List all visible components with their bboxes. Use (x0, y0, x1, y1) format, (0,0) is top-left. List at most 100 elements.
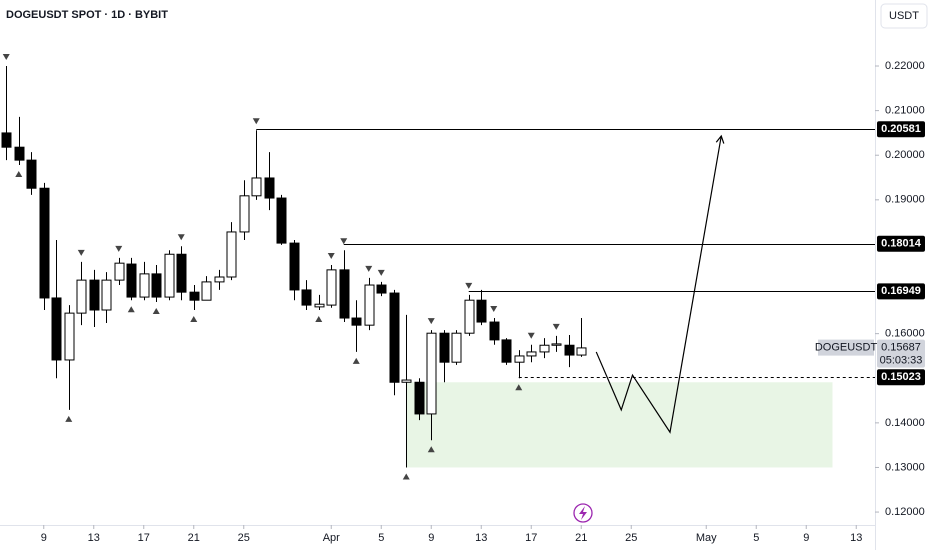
x-tick-label: 25 (238, 532, 250, 544)
marker-up (190, 316, 198, 323)
candle-body (401, 379, 412, 383)
marker-up (402, 473, 410, 480)
x-tick-label: Apr (323, 532, 340, 544)
event-bolt (579, 506, 587, 520)
candle-body (501, 339, 512, 363)
candle-body (414, 381, 425, 415)
candle-body (226, 231, 237, 278)
y-tick-label: 0.21000 (885, 105, 925, 117)
candle-body (539, 344, 550, 353)
x-tick-label: 21 (188, 532, 200, 544)
y-tick-label: 0.22000 (885, 60, 925, 72)
x-tick-label: 9 (428, 532, 434, 544)
candle-body (51, 297, 62, 361)
y-tick-label: 0.14000 (885, 417, 925, 429)
x-tick-label: 13 (850, 532, 862, 544)
marker-up (127, 306, 135, 313)
candle-body (551, 343, 562, 346)
candle-body (314, 303, 325, 308)
level-label-box (877, 121, 925, 138)
currency-button[interactable] (880, 3, 928, 29)
candle-body (76, 279, 87, 314)
candle-body (476, 299, 487, 323)
countdown-label: 05:03:33 (880, 355, 923, 367)
y-tick-label: 0.19000 (885, 194, 925, 206)
y-tick-label: 0.16000 (885, 328, 925, 340)
marker-down (552, 323, 560, 330)
x-tick-label: 13 (475, 532, 487, 544)
candle-body (26, 159, 37, 189)
marker-down (115, 245, 123, 252)
candle-body (451, 332, 462, 363)
candle-body (576, 347, 587, 356)
candle-body (439, 332, 450, 363)
target-zone (406, 382, 833, 468)
candle-body (64, 312, 75, 361)
marker-down (427, 318, 435, 325)
candle-body (164, 253, 175, 298)
candle-body (151, 273, 162, 298)
level-label: 0.20581 (881, 123, 921, 135)
marker-up (152, 307, 160, 314)
candle-body (1, 132, 12, 148)
candle-body (326, 269, 337, 306)
level-label: 0.15023 (881, 371, 921, 383)
marker-down (327, 252, 335, 259)
marker-up (352, 357, 360, 364)
candle-body (251, 177, 262, 197)
candle-body (351, 317, 362, 326)
projection-arrowhead (715, 134, 725, 144)
x-tick-label: 5 (753, 532, 759, 544)
x-tick-label: 5 (378, 532, 384, 544)
marker-down (252, 118, 260, 125)
candle-body (39, 187, 50, 299)
plot-area (1, 54, 875, 480)
marker-down (527, 332, 535, 339)
projection-line (595, 135, 722, 434)
y-tick-label: 0.12000 (885, 506, 925, 518)
marker-down (377, 269, 385, 276)
marker-down (2, 54, 10, 61)
x-tick-label: 21 (575, 532, 587, 544)
chart-title: DOGEUSDT SPOT · 1D · BYBIT (6, 9, 168, 21)
x-tick-label: 17 (138, 532, 150, 544)
last-price-label: 0.15687 (881, 342, 921, 354)
symbol-label: DOGEUSDT (815, 342, 878, 354)
level-label-box (877, 283, 925, 300)
marker-down (340, 238, 348, 245)
candle-body (214, 276, 225, 283)
currency-label[interactable]: USDT (889, 10, 919, 22)
x-tick-label: 9 (41, 532, 47, 544)
marker-up (65, 415, 73, 422)
candle-body (389, 292, 400, 383)
level-label: 0.16949 (881, 285, 921, 297)
candle-body (114, 262, 125, 281)
candle-body (489, 321, 500, 341)
candle-body (189, 291, 200, 301)
candle-body (289, 242, 300, 291)
marker-down (490, 306, 498, 313)
y-tick-label: 0.20000 (885, 149, 925, 161)
marker-down (177, 234, 185, 241)
candle-body (14, 146, 25, 161)
candle-body (564, 344, 575, 356)
candle-body (101, 279, 112, 311)
candle-body (176, 253, 187, 293)
marker-down (77, 249, 85, 256)
level-label-box (877, 235, 925, 252)
marker-up (427, 446, 435, 453)
x-tick-label: May (696, 532, 717, 544)
marker-down (465, 282, 473, 289)
candle-body (89, 279, 100, 311)
y-tick-label: 0.13000 (885, 461, 925, 473)
marker-up (315, 316, 323, 323)
candle-body (239, 195, 250, 233)
candle-body (526, 351, 537, 357)
candle-body (276, 197, 287, 244)
candle-body (126, 263, 137, 298)
candle-body (464, 299, 475, 334)
candle-body (301, 289, 312, 306)
candle-body (339, 269, 350, 319)
x-tick-label: 17 (525, 532, 537, 544)
